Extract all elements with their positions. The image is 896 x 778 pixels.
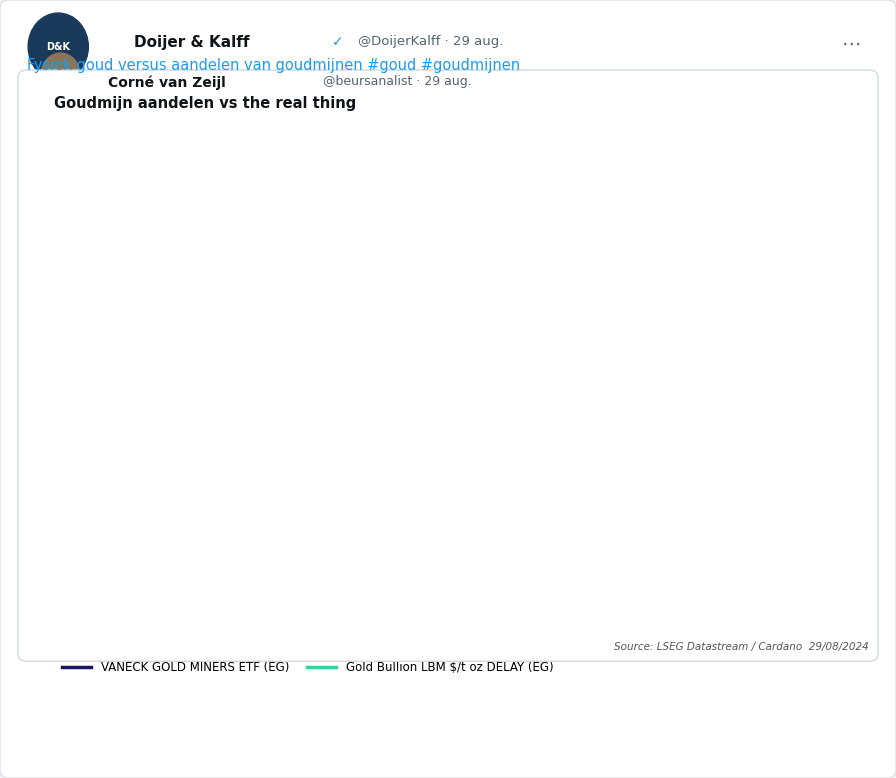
Text: Goudmijn aandelen vs the real thing: Goudmijn aandelen vs the real thing bbox=[54, 96, 356, 110]
Text: Doijer & Kalff: Doijer & Kalff bbox=[134, 35, 250, 50]
Circle shape bbox=[41, 53, 80, 96]
Text: CvZ: CvZ bbox=[52, 70, 69, 79]
Text: D&K: D&K bbox=[47, 42, 70, 51]
Text: @beursanalist · 29 aug.: @beursanalist · 29 aug. bbox=[323, 75, 471, 89]
Text: @DoijerKalff · 29 aug.: @DoijerKalff · 29 aug. bbox=[358, 35, 504, 48]
Circle shape bbox=[28, 13, 89, 80]
Text: Fysiek goud versus aandelen van goudmijnen #goud #goudmijnen: Fysiek goud versus aandelen van goudmijn… bbox=[27, 58, 520, 73]
Text: Corné van Zeijl: Corné van Zeijl bbox=[108, 75, 225, 90]
Text: Source: LSEG Datastream / Cardano  29/08/2024: Source: LSEG Datastream / Cardano 29/08/… bbox=[615, 642, 869, 652]
Text: ✓: ✓ bbox=[332, 35, 343, 49]
Legend: VANECK GOLD MINERS ETF (EG), Gold Bullion LBM $/t oz DELAY (EG): VANECK GOLD MINERS ETF (EG), Gold Bullio… bbox=[57, 657, 558, 679]
Text: ⋯: ⋯ bbox=[842, 35, 862, 54]
